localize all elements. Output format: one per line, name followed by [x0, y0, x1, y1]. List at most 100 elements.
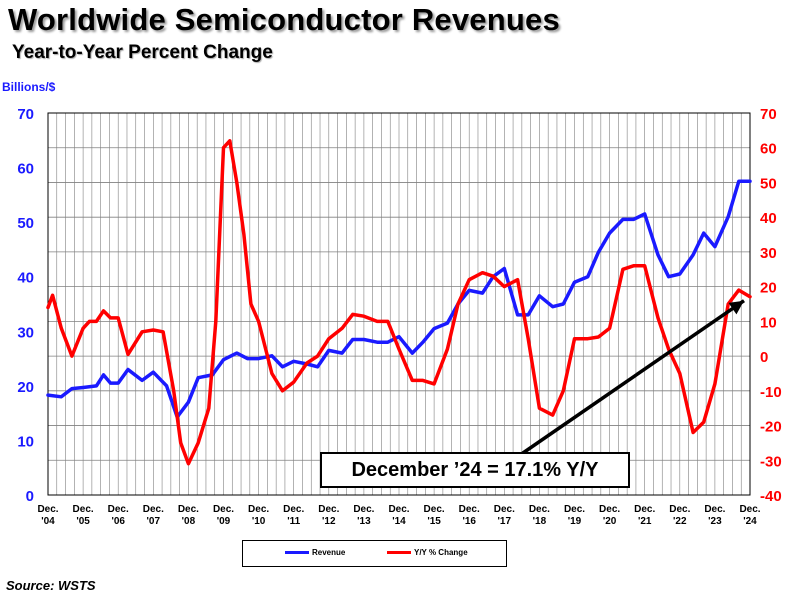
x-tick-label-line1: Dec.: [213, 504, 234, 515]
legend-swatch-change: [387, 551, 411, 555]
right-tick-label: 40: [760, 210, 777, 227]
x-tick-label: Dec. '10: [248, 504, 269, 527]
x-tick-label: Dec. '07: [143, 504, 164, 527]
legend-item-revenue: Revenue: [285, 548, 345, 557]
x-tick-label-line1: Dec.: [494, 504, 515, 515]
x-tick-label-line1: Dec.: [108, 504, 129, 515]
right-tick-label: -40: [760, 488, 782, 505]
x-tick-label-line2: '19: [568, 516, 582, 527]
x-tick-label-line1: Dec.: [529, 504, 550, 515]
legend-item-change: Y/Y % Change: [387, 548, 468, 557]
x-tick-label-line2: '23: [708, 516, 722, 527]
x-tick-label-line1: Dec.: [37, 504, 58, 515]
x-tick-label-line1: Dec.: [178, 504, 199, 515]
left-tick-label: 20: [17, 379, 34, 396]
legend-label-change: Y/Y % Change: [414, 548, 468, 557]
right-tick-label: -10: [760, 384, 782, 401]
x-tick-label-line1: Dec.: [73, 504, 94, 515]
x-tick-label: Dec. '14: [388, 504, 409, 527]
x-tick-label-line2: '15: [427, 516, 441, 527]
right-tick-label: 50: [760, 175, 777, 192]
x-tick-label: Dec. '18: [529, 504, 550, 527]
yoy-change-line: [46, 139, 752, 466]
left-tick-label: 0: [26, 488, 34, 505]
x-tick-label-line2: '10: [252, 516, 266, 527]
legend-swatch-revenue: [285, 551, 309, 555]
x-tick-label: Dec. '22: [669, 504, 690, 527]
x-tick-label-line2: '24: [743, 516, 757, 527]
x-tick-label: Dec. '17: [494, 504, 515, 527]
x-tick-label-line2: '16: [462, 516, 476, 527]
right-axis-ticks: -40 -30 -20 -10 0 10 20 30 40 50 60 70: [760, 106, 782, 505]
x-tick-label-line2: '13: [357, 516, 371, 527]
x-tick-label-line2: '18: [533, 516, 547, 527]
left-tick-label: 70: [17, 106, 34, 123]
left-tick-label: 40: [17, 270, 34, 287]
x-tick-label-line1: Dec.: [669, 504, 690, 515]
x-tick-label: Dec. '13: [353, 504, 374, 527]
x-tick-label-line1: Dec.: [459, 504, 480, 515]
x-tick-label-line2: '12: [322, 516, 336, 527]
gridlines: [47, 112, 751, 496]
callout-arrow: [519, 299, 745, 457]
x-tick-label-line2: '07: [147, 516, 161, 527]
x-tick-label: Dec. '04: [37, 504, 58, 527]
legend-label-revenue: Revenue: [312, 548, 346, 557]
x-tick-label-line1: Dec.: [353, 504, 374, 515]
source-note: Source: WSTS: [6, 578, 96, 593]
chart-subtitle: Year-to-Year Percent Change: [12, 42, 273, 63]
x-tick-label: Dec. '23: [704, 504, 725, 527]
x-tick-label-line2: '22: [673, 516, 687, 527]
x-tick-label-line1: Dec.: [739, 504, 760, 515]
callout-arrow-shaft: [519, 299, 745, 457]
x-tick-label-line2: '21: [638, 516, 652, 527]
chart-title: Worldwide Semiconductor Revenues: [8, 2, 560, 37]
callout-arrow-head: [728, 300, 744, 315]
right-tick-label: 0: [760, 349, 768, 366]
right-tick-label: 70: [760, 106, 777, 123]
x-tick-label-line1: Dec.: [248, 504, 269, 515]
x-tick-label: Dec. '06: [108, 504, 129, 527]
x-tick-label-line2: '14: [392, 516, 406, 527]
right-tick-label: 60: [760, 141, 777, 158]
series-lines: [46, 139, 752, 466]
x-tick-label: Dec. '11: [283, 504, 304, 527]
x-tick-label-line1: Dec.: [564, 504, 585, 515]
right-tick-label: -30: [760, 453, 782, 470]
x-tick-label: Dec. '20: [599, 504, 620, 527]
left-axis-unit-label: Billions/$: [2, 80, 56, 94]
right-tick-label: 20: [760, 280, 777, 297]
x-tick-label: Dec. '08: [178, 504, 199, 527]
left-tick-label: 50: [17, 215, 34, 232]
x-tick-label-line2: '11: [287, 516, 300, 527]
x-tick-label: Dec. '16: [459, 504, 480, 527]
x-tick-label-line2: '05: [76, 516, 90, 527]
x-tick-label-line2: '09: [217, 516, 231, 527]
x-tick-label-line1: Dec.: [634, 504, 655, 515]
x-tick-label: Dec. '12: [318, 504, 339, 527]
x-tick-label-line1: Dec.: [143, 504, 164, 515]
x-tick-label: Dec. '05: [73, 504, 94, 527]
x-tick-label: Dec. '19: [564, 504, 585, 527]
left-tick-label: 10: [17, 433, 34, 450]
left-tick-label: 60: [17, 161, 34, 178]
x-tick-label: Dec. '21: [634, 504, 655, 527]
x-tick-label: Dec. '09: [213, 504, 234, 527]
x-tick-label-line2: '08: [182, 516, 196, 527]
legend: Revenue Y/Y % Change: [242, 540, 507, 567]
x-tick-label-line1: Dec.: [704, 504, 725, 515]
x-tick-label-line2: '06: [111, 516, 125, 527]
x-tick-label-line1: Dec.: [388, 504, 409, 515]
left-tick-label: 30: [17, 324, 34, 341]
x-tick-label-line2: '17: [498, 516, 512, 527]
right-tick-label: 30: [760, 245, 777, 262]
x-tick-label: Dec. '15: [424, 504, 445, 527]
x-tick-label-line1: Dec.: [283, 504, 304, 515]
x-tick-label-line1: Dec.: [424, 504, 445, 515]
right-tick-label: -20: [760, 419, 782, 436]
x-tick-label-line2: '04: [41, 516, 55, 527]
x-tick-label-line1: Dec.: [318, 504, 339, 515]
x-tick-label: Dec. '24: [739, 504, 760, 527]
